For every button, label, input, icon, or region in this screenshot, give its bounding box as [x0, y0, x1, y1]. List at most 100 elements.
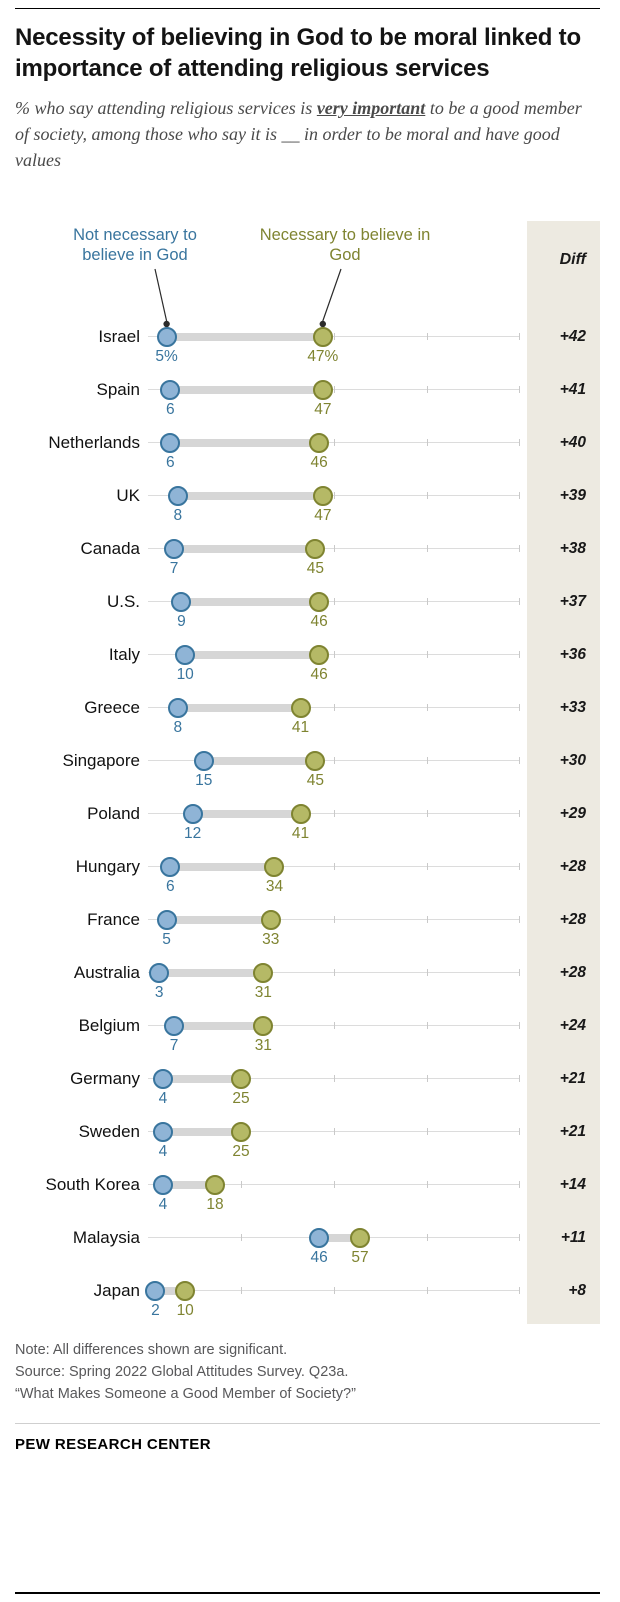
dumbbell-connector [177, 704, 301, 713]
axis-tick [427, 1128, 428, 1136]
chart-row: Poland 12 41 +29 [15, 794, 600, 847]
row-plot: 7 45 [148, 529, 520, 582]
diff-value: +8 [568, 1282, 586, 1300]
chart-row: Japan 2 10 +8 [15, 1271, 600, 1324]
diff-value: +28 [559, 964, 586, 982]
dot-not-necessary [167, 486, 188, 507]
chart-row: Israel 5% 47% +42 [15, 317, 600, 370]
country-label: Israel [98, 327, 140, 347]
row-plot: 7 31 [148, 1006, 520, 1059]
value-necessary: 45 [306, 560, 325, 578]
axis-tick [427, 969, 428, 977]
dot-necessary [309, 433, 330, 454]
row-plot: 6 46 [148, 423, 520, 476]
axis-tick [334, 333, 335, 341]
axis-tick [519, 757, 520, 765]
row-plot: 10 46 [148, 635, 520, 688]
value-necessary: 57 [351, 1249, 369, 1267]
axis-tick [334, 704, 335, 712]
axis-tick [519, 810, 520, 818]
diff-value: +37 [559, 593, 586, 611]
axis-tick [427, 598, 428, 606]
axis-tick [334, 1287, 335, 1295]
chart-row: South Korea 4 18 +14 [15, 1165, 600, 1218]
dumbbell-connector [192, 810, 301, 819]
value-not-necessary: 2 [151, 1302, 160, 1320]
axis-tick [427, 1022, 428, 1030]
axis-tick [427, 1075, 428, 1083]
report-title-line: “What Makes Someone a Good Member of Soc… [15, 1385, 356, 1402]
dot-necessary [260, 910, 281, 931]
axis-tick [519, 969, 520, 977]
axis-tick [427, 757, 428, 765]
dumbbell-chart: Not necessary to believe in God Necessar… [15, 221, 600, 1325]
dot-not-necessary [175, 645, 196, 666]
axis-tick [334, 1022, 335, 1030]
value-not-necessary: 8 [173, 719, 183, 737]
dot-not-necessary [152, 1069, 173, 1090]
value-necessary: 41 [291, 825, 310, 843]
dot-necessary [231, 1069, 251, 1090]
country-label: Canada [80, 539, 140, 559]
axis-tick [334, 386, 335, 394]
row-plot: 46 57 [148, 1218, 520, 1271]
axis-tick [519, 704, 520, 712]
diff-column-header: Diff [559, 251, 586, 269]
axis-tick [334, 1181, 335, 1189]
row-plot: 4 18 [148, 1165, 520, 1218]
dot-necessary [350, 1228, 371, 1249]
row-axis-line [148, 1287, 520, 1295]
axis-tick [334, 545, 335, 553]
axis-tick [334, 969, 335, 977]
axis-tick [241, 1181, 242, 1189]
value-not-necessary: 4 [158, 1090, 168, 1108]
diff-value: +24 [559, 1017, 586, 1035]
dumbbell-connector [203, 757, 316, 766]
axis-tick [334, 1075, 335, 1083]
value-necessary: 25 [232, 1143, 250, 1161]
value-not-necessary: 6 [166, 878, 175, 896]
dot-necessary [290, 804, 311, 825]
chart-row: Italy 10 46 +36 [15, 635, 600, 688]
dumbbell-connector [174, 545, 316, 554]
dot-necessary [309, 645, 330, 666]
country-label: Japan [93, 1281, 140, 1301]
diff-value: +21 [559, 1070, 586, 1088]
country-label: UK [116, 486, 140, 506]
axis-tick [427, 1234, 428, 1242]
axis-tick [519, 545, 520, 553]
country-label: Poland [87, 804, 140, 824]
dot-not-necessary [160, 433, 181, 454]
row-plot: 15 45 [148, 741, 520, 794]
pew-research-center-wordmark: PEW RESEARCH CENTER [15, 1436, 211, 1454]
footer-divider [15, 1423, 600, 1425]
dumbbell-connector [162, 1128, 241, 1137]
chart-subtitle: % who say attending religious services i… [15, 96, 600, 173]
row-plot: 3 31 [148, 953, 520, 1006]
chart-row: Sweden 4 25 +21 [15, 1112, 600, 1165]
axis-tick [427, 1181, 428, 1189]
chart-row: U.S. 9 46 +37 [15, 582, 600, 635]
axis-tick [334, 439, 335, 447]
country-label: France [87, 910, 140, 930]
chart-row: Spain 6 47 +41 [15, 370, 600, 423]
axis-tick [334, 810, 335, 818]
value-necessary: 25 [232, 1090, 250, 1108]
dot-not-necessary [164, 1016, 185, 1037]
chart-row: Netherlands 6 46 +40 [15, 423, 600, 476]
dot-necessary [290, 698, 311, 719]
dumbbell-connector [155, 1287, 186, 1296]
axis-tick [519, 863, 520, 871]
country-label: Netherlands [48, 433, 140, 453]
value-not-necessary: 15 [195, 772, 213, 790]
diff-value: +14 [559, 1176, 586, 1194]
row-plot: 8 47 [148, 476, 520, 529]
value-not-necessary: 46 [310, 1249, 328, 1267]
dot-not-necessary [149, 963, 170, 984]
dot-not-necessary [152, 1175, 173, 1196]
value-not-necessary: 5% [155, 348, 178, 366]
dot-necessary [204, 1175, 225, 1196]
chart-row: Greece 8 41 +33 [15, 688, 600, 741]
axis-tick [334, 492, 335, 500]
